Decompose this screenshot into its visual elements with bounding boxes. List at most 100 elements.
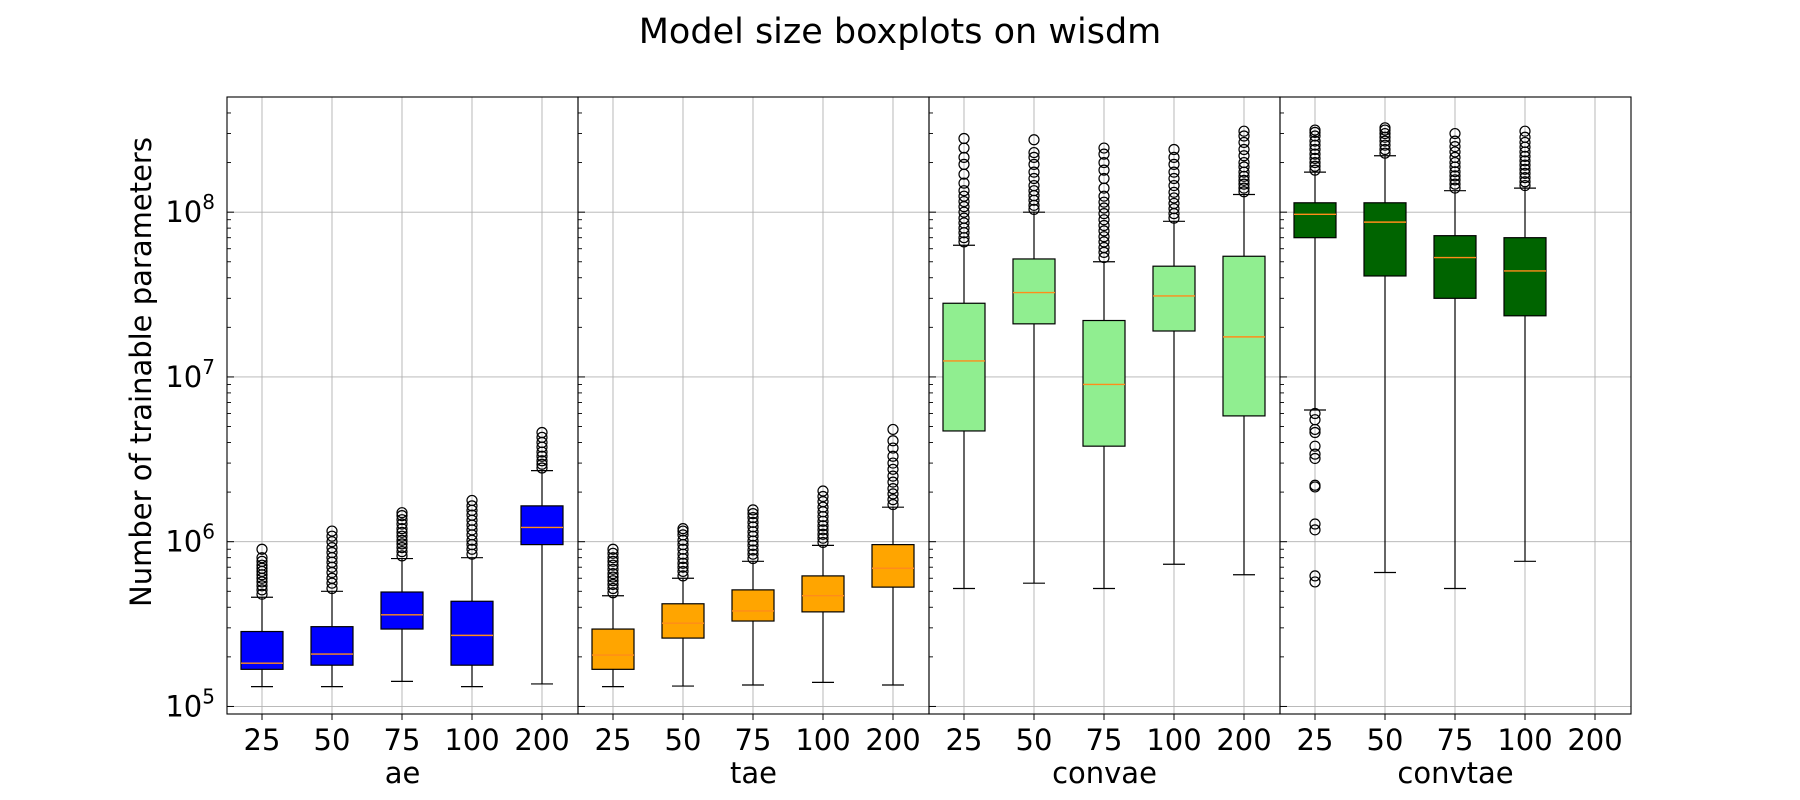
outlier-point bbox=[817, 490, 829, 503]
outlier-point bbox=[256, 588, 268, 600]
x-tick-label: 75 bbox=[735, 723, 772, 757]
box-iqr bbox=[520, 505, 564, 546]
outlier-point bbox=[958, 195, 970, 208]
x-tick-label: 25 bbox=[244, 723, 281, 757]
outlier-point bbox=[1168, 143, 1180, 156]
outlier-point bbox=[1168, 203, 1180, 215]
y-tick-base: 10 bbox=[165, 525, 202, 559]
panel-ae: 25 50 75 100 200 ae bbox=[226, 96, 579, 790]
outlier-point bbox=[607, 578, 619, 591]
outlier-point bbox=[958, 185, 970, 197]
outlier-point bbox=[1309, 124, 1321, 136]
outlier-point bbox=[1098, 148, 1110, 160]
outlier-point bbox=[887, 476, 899, 488]
x-tick-label: 100 bbox=[1497, 723, 1552, 757]
box-iqr bbox=[1503, 237, 1547, 317]
x-tick-label: 200 bbox=[514, 723, 569, 757]
box-iqr bbox=[1433, 235, 1477, 299]
outlier-point bbox=[1168, 158, 1180, 170]
outlier-point bbox=[1449, 127, 1461, 140]
outlier-point bbox=[1028, 203, 1040, 215]
outlier-point bbox=[396, 546, 408, 558]
panel-label-convae: convae bbox=[1052, 756, 1157, 790]
outlier-point bbox=[1379, 127, 1391, 140]
outlier-point bbox=[1309, 135, 1321, 147]
outlier-point bbox=[747, 512, 759, 524]
outlier-point bbox=[747, 539, 759, 551]
outlier-point bbox=[1238, 130, 1250, 142]
y-tick-exponent: 5 bbox=[202, 684, 215, 708]
outlier-point bbox=[1449, 166, 1461, 178]
outlier-point bbox=[607, 582, 619, 595]
outlier-point bbox=[1449, 174, 1461, 186]
outlier-point bbox=[1238, 125, 1250, 137]
box-convae-75 bbox=[1082, 142, 1126, 590]
outlier-point bbox=[607, 552, 619, 564]
outlier-point bbox=[747, 552, 759, 565]
outlier-point bbox=[256, 552, 268, 564]
outlier-point bbox=[747, 516, 759, 528]
outlier-point bbox=[1238, 136, 1250, 149]
outlier-point bbox=[1379, 135, 1391, 147]
box-ae-200 bbox=[520, 426, 564, 685]
outlier-point bbox=[1309, 160, 1321, 172]
outlier-point bbox=[536, 458, 548, 470]
outlier-point bbox=[1309, 452, 1321, 465]
box-iqr bbox=[801, 575, 845, 613]
box-iqr bbox=[1293, 202, 1337, 239]
box-convtae-25 bbox=[1293, 124, 1337, 588]
outlier-point bbox=[536, 450, 548, 462]
outlier-point bbox=[1519, 163, 1531, 175]
x-tick-label: 200 bbox=[1216, 723, 1271, 757]
outlier-point bbox=[1168, 192, 1180, 204]
x-tick-label: 100 bbox=[795, 723, 850, 757]
outlier-point bbox=[326, 536, 338, 548]
outlier-point bbox=[396, 538, 408, 550]
box-convtae-50 bbox=[1363, 122, 1407, 574]
outlier-point bbox=[1519, 179, 1531, 192]
box-iqr bbox=[871, 544, 915, 588]
outlier-point bbox=[677, 570, 689, 582]
outlier-point bbox=[607, 555, 619, 567]
outlier-point bbox=[1098, 231, 1110, 243]
box-iqr bbox=[1012, 258, 1056, 325]
outlier-point bbox=[1098, 208, 1110, 220]
box-iqr bbox=[310, 626, 354, 666]
outlier-point bbox=[817, 496, 829, 508]
outlier-point bbox=[256, 584, 268, 596]
outlier-point bbox=[607, 568, 619, 580]
outlier-point bbox=[677, 529, 689, 541]
y-tick-base: 10 bbox=[165, 360, 202, 394]
outlier-point bbox=[677, 543, 689, 555]
outlier-point bbox=[1449, 170, 1461, 182]
y-axis-label: Number of trainable parameters bbox=[124, 137, 158, 607]
outlier-point bbox=[1519, 167, 1531, 179]
outlier-point bbox=[817, 532, 829, 544]
outlier-point bbox=[1309, 518, 1321, 530]
outlier-point bbox=[1238, 150, 1250, 162]
outlier-point bbox=[1168, 172, 1180, 185]
outlier-point bbox=[1238, 186, 1250, 198]
outlier-point bbox=[1168, 179, 1180, 192]
box-convae-25 bbox=[942, 132, 986, 590]
box-ae-50 bbox=[310, 525, 354, 688]
outlier-point bbox=[326, 525, 338, 537]
outlier-point bbox=[1168, 197, 1180, 210]
x-tick-label: 50 bbox=[1367, 723, 1404, 757]
outlier-point bbox=[1519, 176, 1531, 188]
outlier-point bbox=[256, 555, 268, 567]
outlier-point bbox=[1028, 166, 1040, 178]
box-iqr bbox=[1082, 319, 1126, 447]
outlier-point bbox=[1238, 182, 1250, 194]
outlier-point bbox=[1379, 139, 1391, 151]
box-iqr bbox=[661, 603, 705, 639]
outlier-point bbox=[1098, 225, 1110, 237]
outlier-point bbox=[1238, 174, 1250, 186]
outlier-point bbox=[1309, 414, 1321, 426]
outlier-point bbox=[1098, 190, 1110, 202]
outlier-point bbox=[1098, 156, 1110, 169]
outlier-point bbox=[677, 561, 689, 573]
box-ae-100 bbox=[450, 494, 494, 688]
outlier-point bbox=[887, 463, 899, 475]
